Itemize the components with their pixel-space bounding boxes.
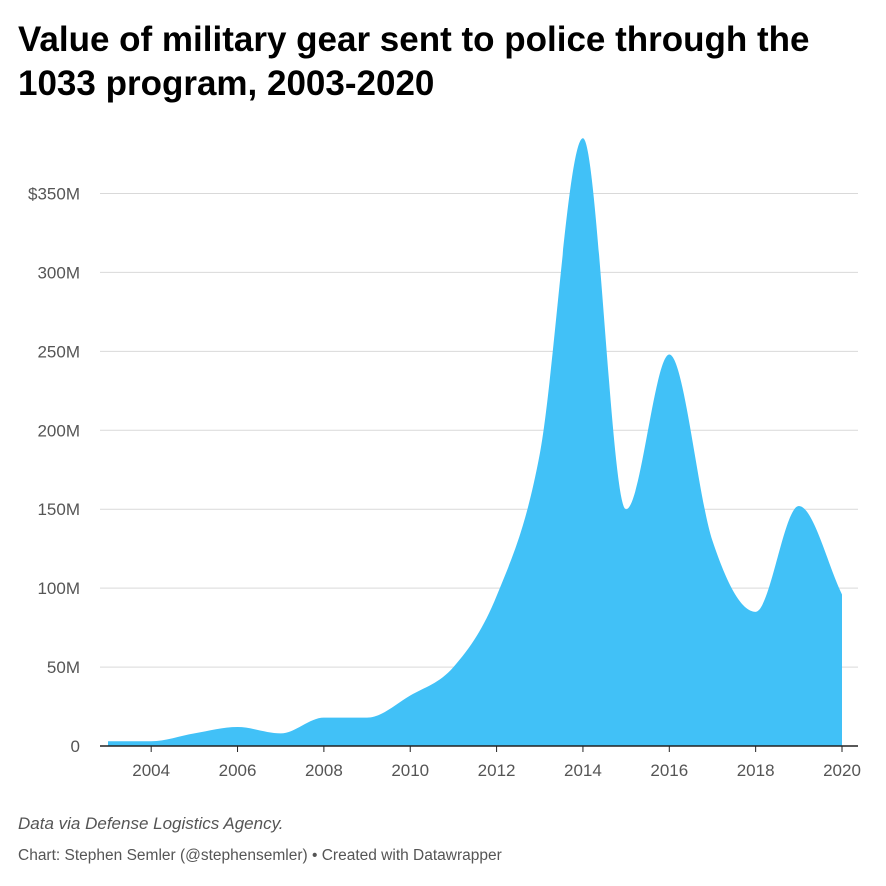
chart-credit: Chart: Stephen Semler (@stephensemler) •…	[18, 847, 502, 864]
y-tick-label: 100M	[37, 579, 80, 598]
x-tick-label: 2012	[478, 761, 516, 780]
x-tick-label: 2020	[823, 761, 861, 780]
y-axis-labels: 0 50M 100M 150M 200M 250M 300M $350M	[28, 184, 80, 756]
x-axis	[100, 745, 858, 752]
x-tick-label: 2014	[564, 761, 602, 780]
y-tick-label: 300M	[37, 263, 80, 282]
x-tick-label: 2008	[305, 761, 343, 780]
area-fill	[108, 138, 842, 746]
area-series	[108, 138, 842, 746]
gridlines	[100, 192, 858, 668]
y-tick-label: 50M	[47, 658, 80, 677]
chart-title: Value of military gear sent to police th…	[18, 20, 810, 103]
x-tick-label: 2004	[132, 761, 170, 780]
y-tick-label: 200M	[37, 421, 80, 440]
x-tick-label: 2016	[650, 761, 688, 780]
y-tick-label: 250M	[37, 342, 80, 361]
y-tick-label: 0	[71, 737, 80, 756]
x-tick-label: 2018	[737, 761, 775, 780]
y-tick-label: $350M	[28, 184, 80, 203]
y-tick-label: 150M	[37, 500, 80, 519]
x-tick-label: 2006	[219, 761, 257, 780]
source-note: Data via Defense Logistics Agency.	[18, 814, 284, 833]
x-axis-labels: 2004 2006 2008 2010 2012 2014 2016 2018 2020	[132, 761, 861, 780]
x-tick-label: 2010	[391, 761, 429, 780]
